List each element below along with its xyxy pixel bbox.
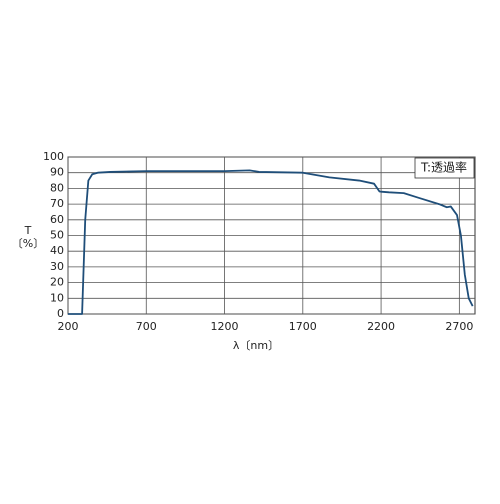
y-axis-unit: 〔%〕	[12, 237, 44, 250]
y-tick-label: 100	[43, 150, 64, 163]
annotation: T:透過率	[420, 160, 467, 175]
x-tick-label: 1700	[289, 320, 317, 333]
x-tick-label: 2200	[367, 320, 395, 333]
x-tick-label: 700	[136, 320, 157, 333]
x-axis-label: λ〔nm〕	[233, 339, 279, 352]
y-tick-label: 20	[50, 276, 64, 289]
y-tick-label: 10	[50, 291, 64, 304]
y-tick-label: 70	[50, 197, 64, 210]
transmission-line	[68, 169, 474, 315]
y-tick-label: 50	[50, 229, 64, 242]
annotation-box	[414, 157, 475, 179]
y-axis-label: T	[24, 224, 32, 237]
y-tick-label: 40	[50, 244, 64, 257]
y-tick-label: 80	[50, 181, 64, 194]
y-tick-label: 0	[57, 307, 64, 320]
x-tick-label: 2700	[445, 320, 473, 333]
y-tick-label: 60	[50, 213, 64, 226]
x-tick-label: 1200	[211, 320, 239, 333]
x-tick-label: 200	[58, 320, 79, 333]
y-tick-label: 30	[50, 260, 64, 273]
y-tick-label: 90	[50, 166, 64, 179]
